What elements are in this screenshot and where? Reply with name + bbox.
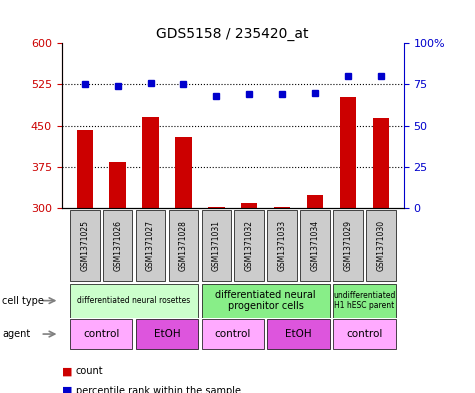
Text: GSM1371027: GSM1371027	[146, 220, 155, 271]
Text: EtOH: EtOH	[285, 329, 312, 339]
Bar	[340, 97, 356, 208]
FancyBboxPatch shape	[136, 319, 198, 349]
FancyBboxPatch shape	[70, 210, 100, 281]
Text: GSM1371029: GSM1371029	[343, 220, 352, 271]
Text: control: control	[346, 329, 382, 339]
FancyBboxPatch shape	[333, 284, 396, 318]
Bar	[307, 195, 323, 208]
Text: GSM1371026: GSM1371026	[113, 220, 122, 271]
FancyBboxPatch shape	[103, 210, 133, 281]
Text: ■: ■	[62, 386, 72, 393]
Text: ■: ■	[62, 366, 72, 376]
FancyBboxPatch shape	[70, 284, 198, 318]
Text: EtOH: EtOH	[154, 329, 180, 339]
Text: cell type: cell type	[2, 296, 44, 306]
Title: GDS5158 / 235420_at: GDS5158 / 235420_at	[156, 27, 309, 41]
Text: GSM1371032: GSM1371032	[245, 220, 254, 271]
Text: GSM1371034: GSM1371034	[311, 220, 320, 271]
FancyBboxPatch shape	[300, 210, 330, 281]
Text: percentile rank within the sample: percentile rank within the sample	[76, 386, 241, 393]
Bar	[208, 207, 225, 208]
Text: undifferentiated
H1 hESC parent: undifferentiated H1 hESC parent	[333, 291, 396, 310]
Text: agent: agent	[2, 329, 30, 339]
Bar	[372, 118, 389, 208]
Bar	[76, 130, 93, 208]
FancyBboxPatch shape	[201, 319, 264, 349]
Bar	[241, 203, 257, 208]
Text: differentiated neural
progenitor cells: differentiated neural progenitor cells	[215, 290, 316, 311]
FancyBboxPatch shape	[136, 210, 165, 281]
FancyBboxPatch shape	[169, 210, 198, 281]
Text: count: count	[76, 366, 104, 376]
Bar	[142, 117, 159, 208]
Text: GSM1371025: GSM1371025	[80, 220, 89, 271]
FancyBboxPatch shape	[333, 319, 396, 349]
Text: GSM1371033: GSM1371033	[277, 220, 286, 271]
Text: control: control	[215, 329, 251, 339]
FancyBboxPatch shape	[70, 319, 133, 349]
Bar	[175, 137, 191, 208]
FancyBboxPatch shape	[201, 284, 330, 318]
Text: GSM1371030: GSM1371030	[376, 220, 385, 271]
FancyBboxPatch shape	[201, 210, 231, 281]
FancyBboxPatch shape	[267, 319, 330, 349]
Bar	[109, 162, 126, 208]
Text: differentiated neural rosettes: differentiated neural rosettes	[77, 296, 191, 305]
Bar	[274, 207, 290, 208]
FancyBboxPatch shape	[366, 210, 396, 281]
FancyBboxPatch shape	[333, 210, 362, 281]
FancyBboxPatch shape	[234, 210, 264, 281]
Text: GSM1371028: GSM1371028	[179, 220, 188, 271]
Text: control: control	[83, 329, 119, 339]
Text: GSM1371031: GSM1371031	[212, 220, 221, 271]
FancyBboxPatch shape	[267, 210, 297, 281]
